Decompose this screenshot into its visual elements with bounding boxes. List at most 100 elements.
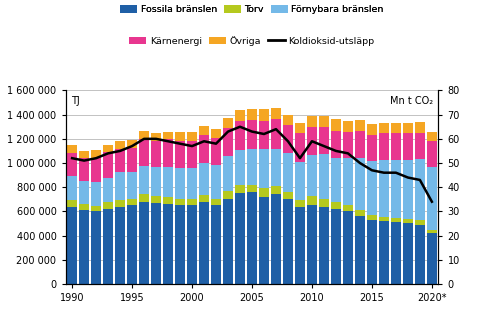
- Bar: [379, 160, 389, 217]
- Bar: [319, 127, 329, 154]
- Bar: [199, 163, 209, 195]
- Bar: [415, 159, 425, 221]
- Text: TJ: TJ: [71, 96, 80, 106]
- Bar: [295, 123, 305, 134]
- Bar: [127, 172, 137, 199]
- Bar: [259, 109, 269, 121]
- Bar: [247, 185, 257, 192]
- Bar: [271, 149, 281, 186]
- Bar: [211, 138, 221, 165]
- Bar: [319, 199, 329, 207]
- Bar: [403, 160, 413, 219]
- Bar: [187, 132, 197, 141]
- Bar: [151, 134, 161, 141]
- Bar: [223, 199, 233, 284]
- Bar: [391, 222, 401, 284]
- Bar: [175, 199, 185, 205]
- Bar: [235, 185, 245, 193]
- Bar: [343, 212, 353, 284]
- Bar: [307, 205, 317, 284]
- Bar: [427, 167, 437, 230]
- Bar: [67, 201, 77, 207]
- Bar: [79, 210, 89, 284]
- Bar: [379, 134, 389, 160]
- Bar: [91, 150, 101, 158]
- Bar: [139, 131, 149, 139]
- Bar: [259, 197, 269, 284]
- Bar: [103, 152, 113, 178]
- Bar: [211, 129, 221, 138]
- Bar: [271, 186, 281, 194]
- Bar: [247, 120, 257, 149]
- Bar: [103, 145, 113, 152]
- Bar: [187, 199, 197, 205]
- Bar: [355, 120, 365, 131]
- Bar: [355, 210, 365, 216]
- Bar: [283, 192, 293, 199]
- Bar: [295, 207, 305, 284]
- Bar: [403, 134, 413, 160]
- Bar: [115, 200, 125, 207]
- Bar: [331, 209, 341, 284]
- Bar: [235, 121, 245, 150]
- Bar: [403, 219, 413, 223]
- Bar: [391, 133, 401, 160]
- Bar: [259, 121, 269, 149]
- Bar: [343, 205, 353, 212]
- Bar: [319, 154, 329, 199]
- Bar: [67, 207, 77, 284]
- Bar: [283, 153, 293, 192]
- Bar: [427, 230, 437, 233]
- Bar: [79, 181, 89, 204]
- Legend: Kärnenergi, Övriga, Koldioksid-utsläpp: Kärnenergi, Övriga, Koldioksid-utsläpp: [130, 36, 374, 46]
- Bar: [151, 167, 161, 196]
- Bar: [331, 158, 341, 202]
- Bar: [427, 132, 437, 141]
- Bar: [151, 141, 161, 167]
- Bar: [415, 221, 425, 225]
- Bar: [307, 127, 317, 155]
- Bar: [211, 165, 221, 199]
- Bar: [355, 158, 365, 210]
- Bar: [259, 188, 269, 197]
- Bar: [427, 141, 437, 167]
- Bar: [331, 202, 341, 209]
- Bar: [391, 160, 401, 218]
- Bar: [139, 202, 149, 284]
- Bar: [103, 178, 113, 202]
- Bar: [367, 220, 377, 284]
- Bar: [355, 216, 365, 284]
- Bar: [139, 139, 149, 166]
- Bar: [103, 202, 113, 209]
- Bar: [271, 119, 281, 149]
- Bar: [415, 133, 425, 159]
- Bar: [247, 109, 257, 120]
- Bar: [67, 145, 77, 153]
- Bar: [187, 205, 197, 284]
- Bar: [115, 207, 125, 284]
- Bar: [187, 168, 197, 199]
- Bar: [271, 194, 281, 284]
- Bar: [415, 225, 425, 284]
- Bar: [223, 156, 233, 192]
- Bar: [343, 158, 353, 205]
- Bar: [67, 176, 77, 201]
- Bar: [91, 206, 101, 212]
- Bar: [403, 223, 413, 284]
- Bar: [319, 116, 329, 127]
- Bar: [247, 149, 257, 185]
- Bar: [283, 115, 293, 125]
- Bar: [175, 205, 185, 284]
- Bar: [331, 119, 341, 131]
- Bar: [163, 139, 173, 167]
- Bar: [307, 155, 317, 196]
- Bar: [127, 205, 137, 284]
- Bar: [391, 218, 401, 222]
- Bar: [235, 110, 245, 121]
- Bar: [139, 194, 149, 202]
- Bar: [79, 204, 89, 210]
- Bar: [187, 141, 197, 168]
- Bar: [331, 131, 341, 158]
- Bar: [223, 192, 233, 199]
- Bar: [415, 122, 425, 133]
